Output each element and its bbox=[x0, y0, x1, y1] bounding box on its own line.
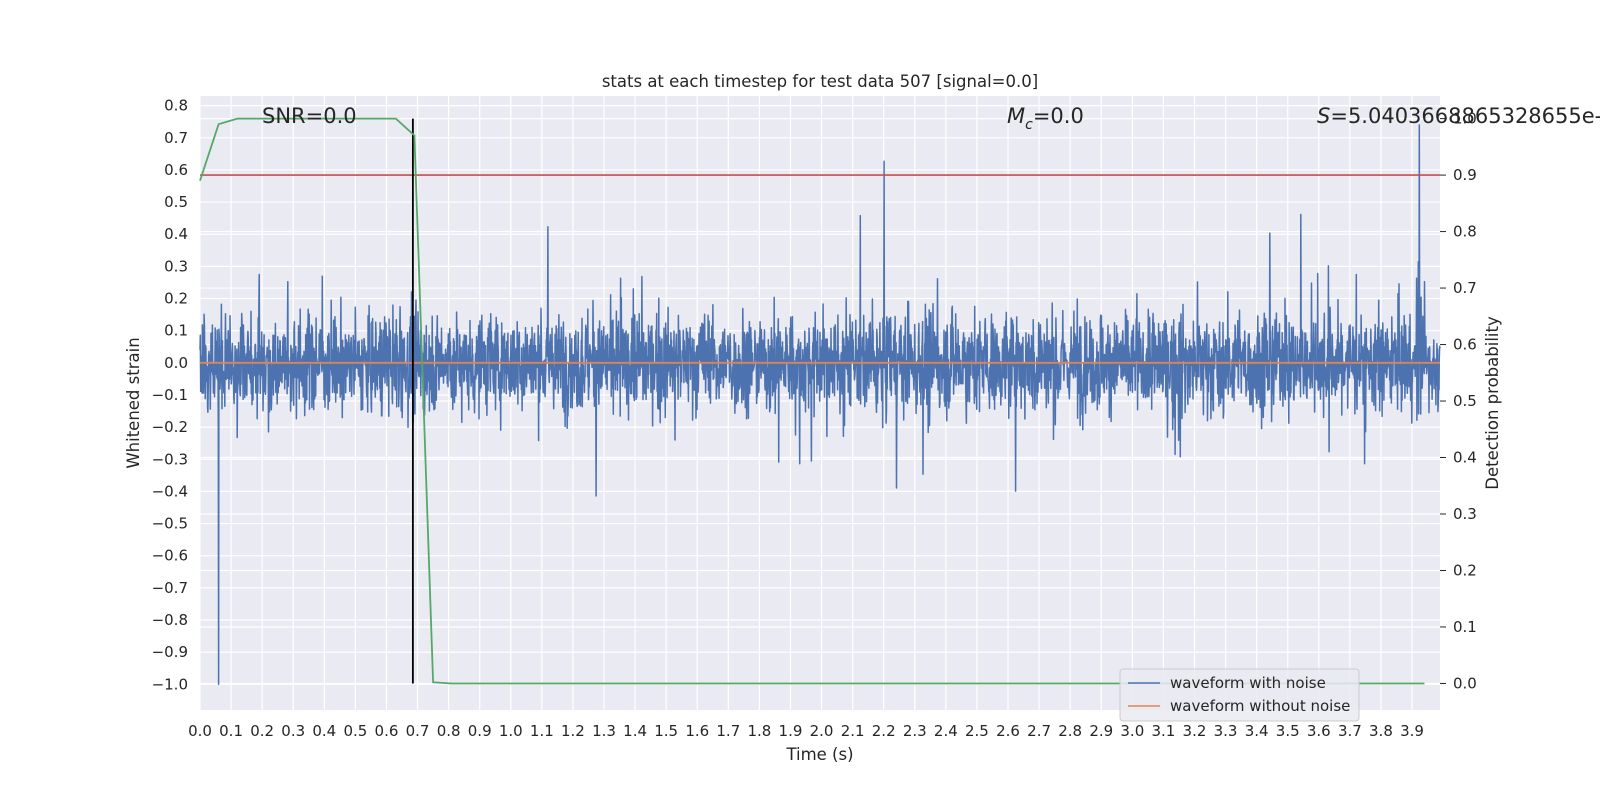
x-tick-label: 1.3 bbox=[592, 722, 616, 740]
y-tick-label: −0.3 bbox=[152, 450, 188, 468]
y-tick-label: 0.6 bbox=[164, 161, 188, 179]
x-tick-label: 3.3 bbox=[1214, 722, 1238, 740]
x-tick-label: 1.8 bbox=[747, 722, 771, 740]
y-tick-label: −0.8 bbox=[152, 611, 188, 629]
x-tick-label: 2.3 bbox=[903, 722, 927, 740]
y-axis-label: Whitened strain bbox=[124, 337, 143, 468]
y-tick-label: −0.6 bbox=[152, 547, 188, 565]
y-tick-label: 0.5 bbox=[164, 193, 188, 211]
y-tick-label: 0.2 bbox=[164, 290, 188, 308]
chirp-mass-subscript: c bbox=[1025, 117, 1033, 133]
y2-tick-label: 0.8 bbox=[1453, 223, 1477, 241]
x-tick-label: 0.1 bbox=[219, 722, 243, 740]
axes: 0.0 0.1 0.2 0.3 0.4 0.5 0.6 0.7 0.8 0.9 1.0 1.1 1.2 1… bbox=[152, 97, 1477, 740]
x-tick-label: 0.4 bbox=[312, 722, 336, 740]
x-tick-label: 3.6 bbox=[1307, 722, 1331, 740]
y-tick-label: −0.4 bbox=[152, 482, 188, 500]
x-tick-label: 1.5 bbox=[654, 722, 678, 740]
x-tick-label: 3.9 bbox=[1400, 722, 1424, 740]
x-tick-label: 2.7 bbox=[1027, 722, 1051, 740]
chart-title: stats at each timestep for test data 507… bbox=[602, 72, 1038, 91]
score-value: =5.0403668865328655e- bbox=[1330, 104, 1600, 128]
x-tick-label: 2.9 bbox=[1089, 722, 1113, 740]
x-tick-label: 2.5 bbox=[965, 722, 989, 740]
y-tick-label: −0.2 bbox=[152, 418, 188, 436]
y2-tick-label: 0.7 bbox=[1453, 279, 1477, 297]
x-tick-label: 1.7 bbox=[716, 722, 740, 740]
x-tick-label: 3.5 bbox=[1276, 722, 1300, 740]
y2-tick-label: 0.5 bbox=[1453, 392, 1477, 410]
x-tick-label: 0.8 bbox=[437, 722, 461, 740]
x-tick-label: 2.6 bbox=[996, 722, 1020, 740]
y-tick-label: 0.1 bbox=[164, 322, 188, 340]
y2-tick-label: 0.0 bbox=[1453, 674, 1477, 692]
x-tick-label: 2.8 bbox=[1058, 722, 1082, 740]
legend-box bbox=[1119, 668, 1360, 722]
legend-label-clean: waveform without noise bbox=[1170, 697, 1350, 715]
x-tick-label: 0.7 bbox=[406, 722, 430, 740]
y-tick-label: 0.7 bbox=[164, 129, 188, 147]
x-tick-label: 2.0 bbox=[810, 722, 834, 740]
x-tick-label: 3.8 bbox=[1369, 722, 1393, 740]
y2-tick-label: 0.1 bbox=[1453, 618, 1477, 636]
y-tick-label: −0.7 bbox=[152, 579, 188, 597]
y2-tick-label: 1.0 bbox=[1453, 110, 1477, 128]
x-tick-label: 1.6 bbox=[685, 722, 709, 740]
y-tick-label: 0.8 bbox=[164, 97, 188, 115]
x-tick-label: 1.4 bbox=[623, 722, 647, 740]
x-tick-label: 0.0 bbox=[188, 722, 212, 740]
y-tick-label: −0.9 bbox=[152, 643, 188, 661]
x-tick-label: 1.2 bbox=[561, 722, 585, 740]
y-tick-label: 0.0 bbox=[164, 354, 188, 372]
x-axis-label: Time (s) bbox=[785, 745, 853, 764]
chirp-mass-symbol: M bbox=[1007, 104, 1025, 128]
legend: waveform with noise waveform without noi… bbox=[1119, 668, 1360, 722]
x-tick-label: 3.0 bbox=[1120, 722, 1144, 740]
x-tick-label: 3.1 bbox=[1151, 722, 1175, 740]
x-tick-label: 0.2 bbox=[250, 722, 274, 740]
x-tick-label: 2.4 bbox=[934, 722, 958, 740]
x-tick-label: 1.0 bbox=[499, 722, 523, 740]
series-detection-probability bbox=[199, 117, 1425, 685]
y2-axis-label: Detection probability bbox=[1483, 316, 1502, 490]
y2-tick-label: 0.9 bbox=[1453, 166, 1477, 184]
y-tick-label: −1.0 bbox=[152, 675, 188, 693]
score-symbol: S bbox=[1317, 104, 1330, 128]
y-tick-label: 0.4 bbox=[164, 225, 188, 243]
x-tick-label: 3.2 bbox=[1183, 722, 1207, 740]
legend-label-noisy: waveform with noise bbox=[1170, 674, 1326, 692]
x-tick-label: 2.1 bbox=[841, 722, 865, 740]
y-tick-label: −0.1 bbox=[152, 386, 188, 404]
y2-tick-label: 0.2 bbox=[1453, 561, 1477, 579]
score-annotation: S=5.0403668865328655e- bbox=[1317, 104, 1600, 128]
x-tick-label: 1.9 bbox=[779, 722, 803, 740]
series-layer bbox=[199, 117, 1441, 686]
y2-tick-label: 0.4 bbox=[1453, 449, 1477, 467]
y-tick-label: −0.5 bbox=[152, 515, 188, 533]
snr-annotation: SNR=0.0 bbox=[262, 104, 357, 128]
chirp-mass-annotation: Mc=0.0 bbox=[1007, 104, 1084, 133]
x-tick-label: 0.3 bbox=[281, 722, 305, 740]
series-waveform-with-noise bbox=[199, 124, 1441, 686]
x-tick-label: 0.9 bbox=[468, 722, 492, 740]
y-tick-label: 0.3 bbox=[164, 257, 188, 275]
chirp-mass-value: =0.0 bbox=[1033, 104, 1084, 128]
x-tick-label: 1.1 bbox=[530, 722, 554, 740]
y2-tick-label: 0.6 bbox=[1453, 336, 1477, 354]
x-tick-label: 3.7 bbox=[1338, 722, 1362, 740]
plot-background bbox=[200, 96, 1440, 710]
y2-tick-label: 0.3 bbox=[1453, 505, 1477, 523]
x-tick-label: 2.2 bbox=[872, 722, 896, 740]
x-tick-label: 0.5 bbox=[343, 722, 367, 740]
x-tick-label: 0.6 bbox=[375, 722, 399, 740]
x-tick-label: 3.4 bbox=[1245, 722, 1269, 740]
